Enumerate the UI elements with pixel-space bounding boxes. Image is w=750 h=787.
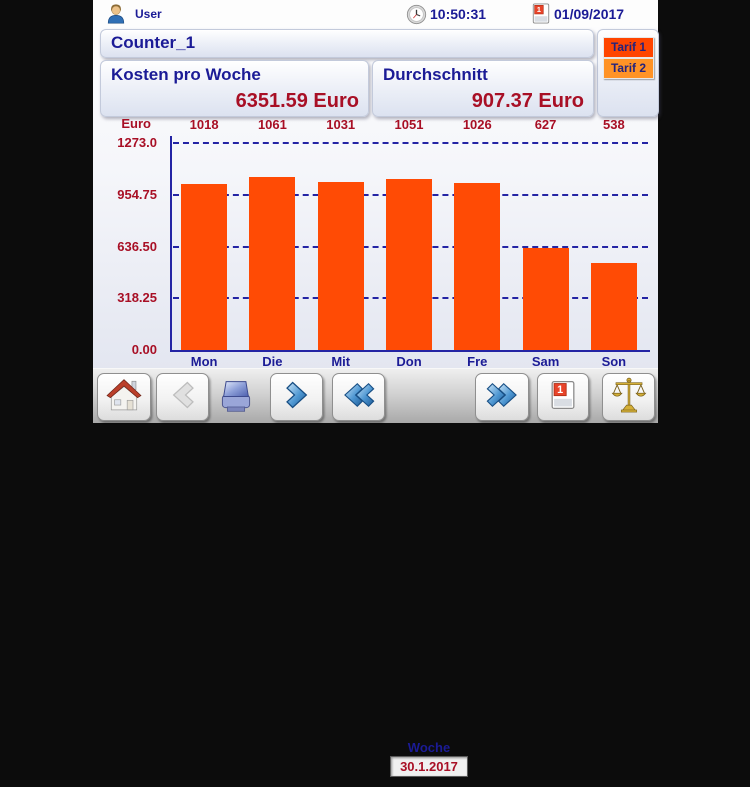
calendar-button[interactable]: 1 (537, 373, 589, 421)
bar (181, 184, 228, 350)
tarif-panel: Tarif 1 Tarif 2 (597, 29, 659, 117)
fast-prev-icon (341, 380, 377, 415)
week-date-field[interactable]: 30.1.2017 (390, 756, 468, 777)
app-window: User 10:50:31 1 01/09/2017 (93, 0, 659, 777)
y-tick-label: 318.25 (117, 290, 157, 306)
bar (249, 177, 296, 350)
user-label: User (135, 7, 162, 21)
calendar-icon: 1 (531, 2, 551, 25)
durchschnitt-label: Durchschnitt (383, 65, 488, 84)
time-display: 10:50:31 (430, 6, 487, 22)
x-tick-label: Son (601, 354, 627, 369)
kosten-panel: Kosten pro Woche 6351.59 Euro (100, 60, 369, 117)
date-display: 01/09/2017 (554, 6, 625, 22)
calendar-button-icon: 1 (549, 379, 577, 416)
bar (386, 179, 432, 350)
y-tick-label: 1273.0 (117, 135, 157, 150)
page-title: Counter_1 (111, 33, 196, 52)
x-tick-label: Fre (467, 354, 488, 369)
print-icon (215, 374, 257, 419)
top-bar: User 10:50:31 1 01/09/2017 (93, 0, 658, 27)
durchschnitt-panel: Durchschnitt 907.37 Euro (372, 60, 594, 117)
title-bar[interactable]: Counter_1 (100, 29, 594, 58)
user-icon (105, 3, 127, 25)
gridline (173, 245, 648, 248)
x-tick-label: Sam (531, 354, 560, 369)
kosten-label: Kosten pro Woche (111, 65, 261, 84)
bar (454, 183, 501, 350)
bar (317, 182, 364, 350)
week-label: Woche (407, 740, 451, 755)
y-tick-label: 0.00 (131, 342, 157, 357)
next-button[interactable] (270, 373, 323, 421)
svg-text:1: 1 (537, 5, 542, 14)
y-axis (170, 136, 172, 350)
prev-icon (168, 380, 198, 415)
clock-icon (406, 4, 427, 25)
fast-next-icon (484, 380, 520, 415)
x-tick-label: Mit (331, 354, 351, 369)
x-tick-label: Mon (190, 354, 218, 369)
print-button[interactable] (210, 373, 262, 419)
kosten-value: 6351.59 Euro (235, 90, 359, 112)
tariff-compare-icon (610, 377, 648, 418)
y-tick-label: 636.50 (117, 238, 157, 254)
bar-value-label: 1051 (394, 117, 424, 132)
bar (522, 248, 569, 350)
bar-value-label: 1026 (462, 117, 492, 132)
fast-next-button[interactable] (475, 373, 529, 421)
x-axis (170, 350, 650, 352)
x-tick-label: Die (262, 354, 283, 369)
durchschnitt-value: 907.37 Euro (471, 90, 584, 112)
tarif-2-button[interactable]: Tarif 2 (603, 58, 654, 79)
week-selector: Woche 30.1.2017 (390, 737, 468, 787)
bar-value-label: 538 (602, 117, 625, 132)
bar-value-label: 1018 (189, 117, 219, 132)
screen: User 10:50:31 1 01/09/2017 (93, 0, 659, 777)
fast-prev-button[interactable] (332, 373, 385, 421)
home-button[interactable] (97, 373, 151, 421)
tariff-compare-button[interactable] (602, 373, 655, 421)
bar-value-label: 1061 (257, 117, 287, 132)
tarif-1-button[interactable]: Tarif 1 (603, 37, 654, 58)
prev-button[interactable] (156, 373, 209, 421)
gridline (173, 142, 648, 144)
gridline (173, 193, 648, 196)
svg-text:1: 1 (557, 384, 563, 396)
home-icon (106, 378, 142, 417)
bottom-toolbar: Woche 30.1.2017 (93, 368, 658, 777)
next-icon (282, 380, 312, 415)
chart-unit-label: Euro (121, 116, 151, 131)
x-tick-label: Don (396, 354, 422, 369)
bar (590, 262, 637, 350)
gridline (173, 297, 648, 300)
bar-value-label: 1031 (326, 117, 356, 132)
y-tick-label: 954.75 (117, 186, 157, 202)
bar-value-label: 627 (534, 117, 557, 132)
